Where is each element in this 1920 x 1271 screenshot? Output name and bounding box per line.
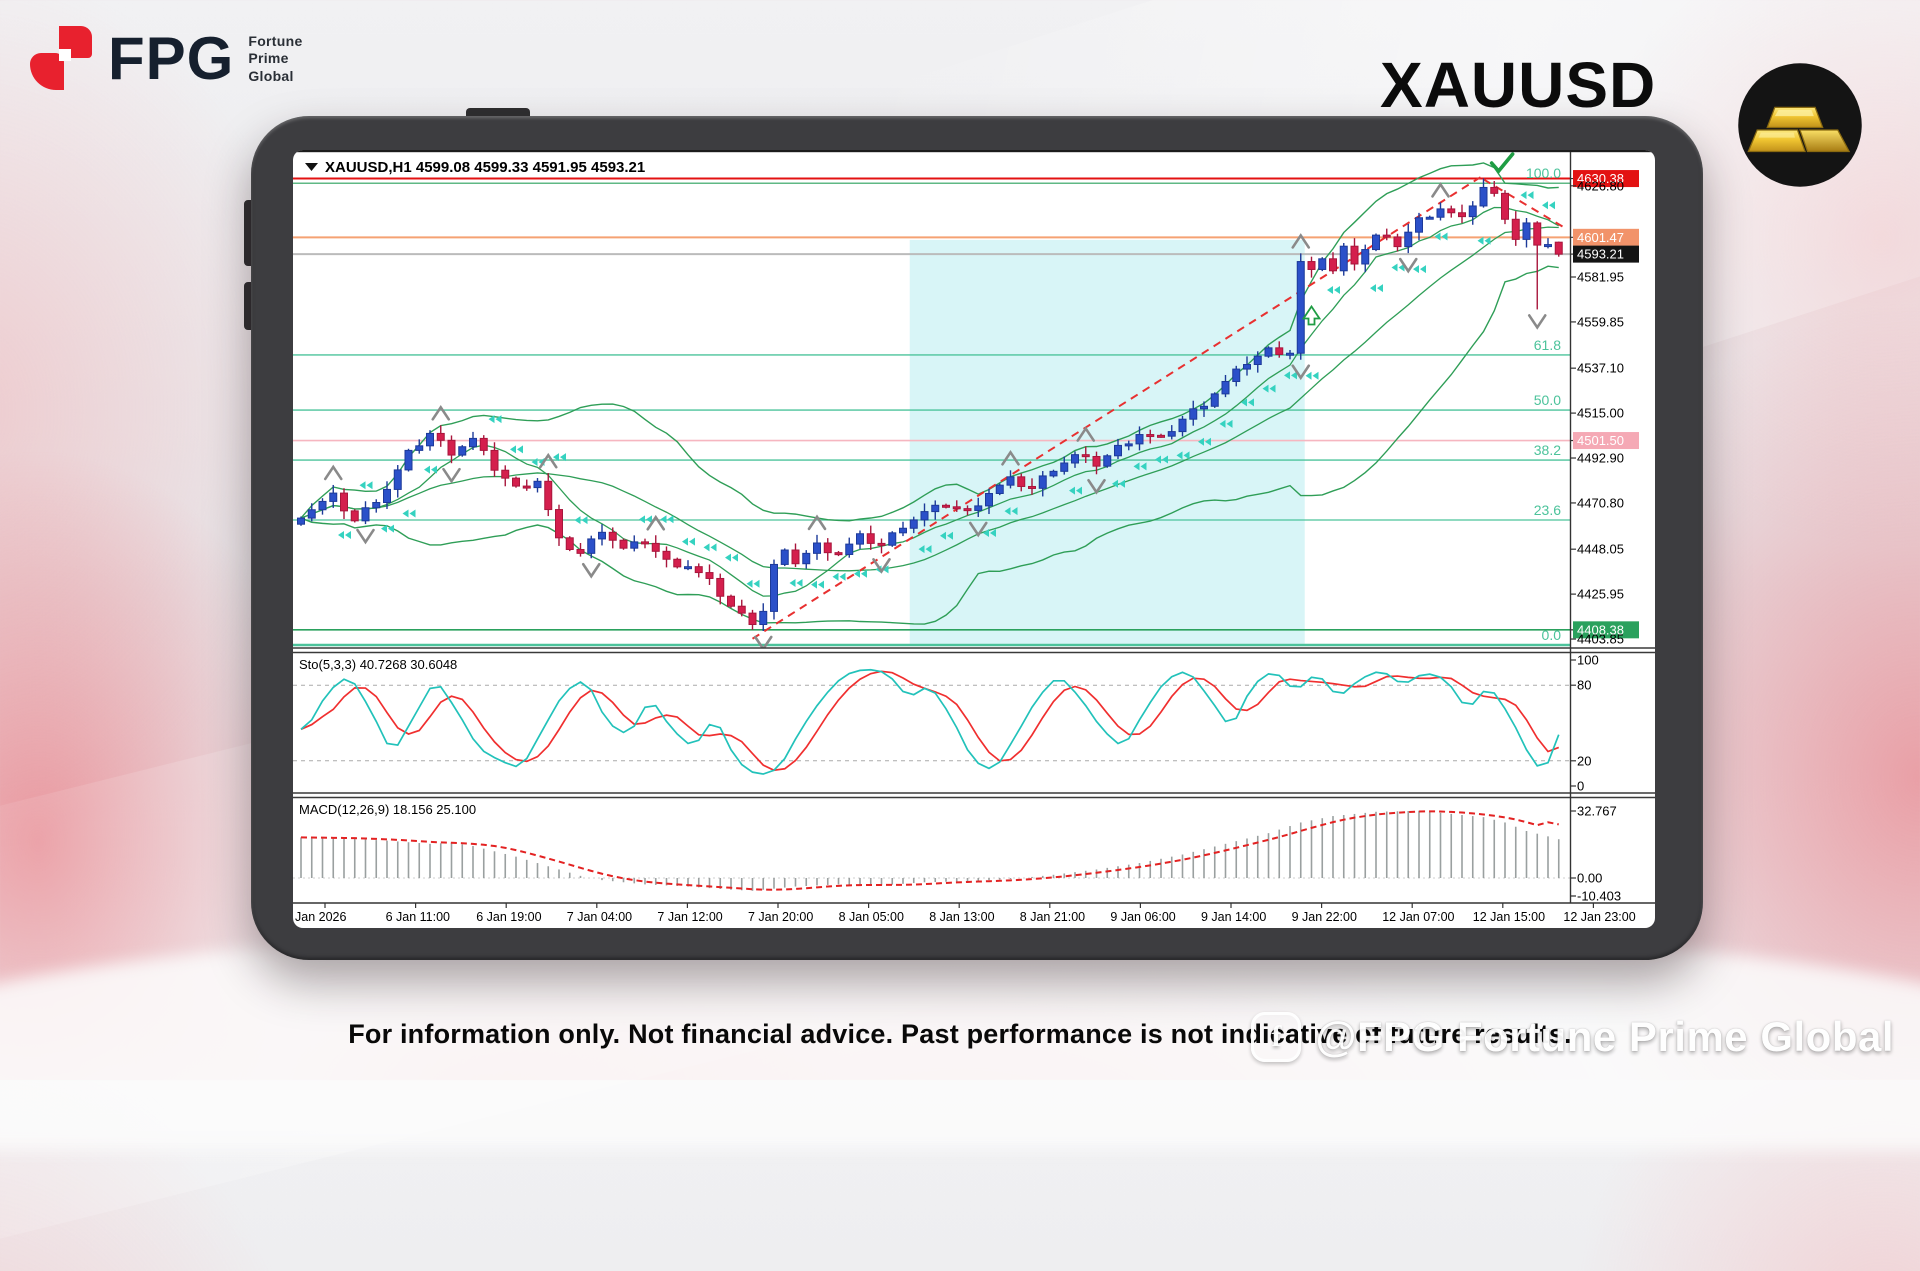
- svg-text:-10.403: -10.403: [1577, 889, 1621, 904]
- svg-text:38.2: 38.2: [1534, 442, 1561, 458]
- svg-text:4601.47: 4601.47: [1577, 230, 1624, 245]
- svg-text:12 Jan 23:00: 12 Jan 23:00: [1563, 910, 1635, 924]
- svg-text:7 Jan 04:00: 7 Jan 04:00: [567, 910, 632, 924]
- svg-text:9 Jan 22:00: 9 Jan 22:00: [1292, 910, 1357, 924]
- svg-text:7 Jan 20:00: 7 Jan 20:00: [748, 910, 813, 924]
- svg-text:4593.21: 4593.21: [1577, 247, 1624, 262]
- svg-text:12 Jan 15:00: 12 Jan 15:00: [1473, 910, 1545, 924]
- fpg-logo-text: FPG: [108, 25, 235, 92]
- svg-text:6 Jan 19:00: 6 Jan 19:00: [476, 910, 541, 924]
- svg-text:4515.00: 4515.00: [1577, 406, 1624, 421]
- svg-text:100.0: 100.0: [1526, 165, 1561, 181]
- svg-text:XAUUSD,H1 4599.08 4599.33 459: XAUUSD,H1 4599.08 4599.33 4591.95 4593.2…: [325, 159, 645, 176]
- symbol-title: XAUUSD: [1380, 49, 1657, 121]
- svg-text:9 Jan 14:00: 9 Jan 14:00: [1201, 910, 1266, 924]
- fpg-logo-tagline: Fortune Prime Global: [248, 33, 302, 86]
- fpg-logo: FPG Fortune Prime Global: [28, 24, 303, 94]
- fpg-logo-icon: [28, 24, 94, 94]
- svg-text:9 Jan 06:00: 9 Jan 06:00: [1110, 910, 1175, 924]
- tagline-line: Prime: [248, 50, 289, 67]
- svg-text:50.0: 50.0: [1534, 392, 1561, 408]
- svg-text:4559.85: 4559.85: [1577, 314, 1624, 329]
- svg-text:23.6: 23.6: [1534, 502, 1561, 518]
- svg-text:7 Jan 12:00: 7 Jan 12:00: [657, 910, 722, 924]
- svg-text:4537.10: 4537.10: [1577, 361, 1624, 376]
- svg-text:12 Jan 07:00: 12 Jan 07:00: [1382, 910, 1454, 924]
- svg-text:6 Jan 11:00: 6 Jan 11:00: [386, 910, 450, 924]
- svg-text:Sto(5,3,3) 40.7268 30.6048: Sto(5,3,3) 40.7268 30.6048: [299, 657, 457, 672]
- svg-text:0.00: 0.00: [1577, 871, 1602, 886]
- svg-text:4492.90: 4492.90: [1577, 451, 1624, 466]
- svg-text:0: 0: [1577, 779, 1584, 794]
- svg-text:8 Jan 21:00: 8 Jan 21:00: [1020, 910, 1085, 924]
- svg-text:4501.50: 4501.50: [1577, 433, 1624, 448]
- svg-text:8 Jan 13:00: 8 Jan 13:00: [929, 910, 994, 924]
- svg-text:100: 100: [1577, 653, 1599, 668]
- svg-text:4470.80: 4470.80: [1577, 495, 1624, 510]
- svg-text:MACD(12,26,9) 18.156 25.100: MACD(12,26,9) 18.156 25.100: [299, 802, 476, 817]
- svg-text:80: 80: [1577, 678, 1591, 693]
- tagline-line: Fortune: [248, 32, 303, 49]
- svg-text:32.767: 32.767: [1577, 804, 1617, 819]
- chart-screen: 100.0 61.8 50.0 38.2 23.6 0.0 4630.38 4626.80 46…: [293, 150, 1655, 928]
- svg-text:4403.85: 4403.85: [1577, 632, 1624, 647]
- svg-text:20: 20: [1577, 753, 1591, 768]
- svg-text:4581.95: 4581.95: [1577, 270, 1624, 285]
- gold-bars-icon: [1737, 62, 1863, 188]
- svg-text:8 Jan 05:00: 8 Jan 05:00: [839, 910, 904, 924]
- svg-text:4448.05: 4448.05: [1577, 542, 1624, 557]
- svg-text:4425.95: 4425.95: [1577, 587, 1624, 602]
- tagline-line: Global: [248, 67, 294, 84]
- svg-text:4408.38: 4408.38: [1577, 622, 1624, 637]
- svg-text:Jan 2026: Jan 2026: [295, 910, 346, 924]
- disclaimer-text: For information only. Not financial advi…: [348, 1019, 1572, 1049]
- svg-text:0.0: 0.0: [1542, 627, 1562, 643]
- svg-text:61.8: 61.8: [1534, 337, 1561, 353]
- svg-text:4626.80: 4626.80: [1577, 178, 1624, 193]
- svg-text:4630.38: 4630.38: [1577, 171, 1624, 186]
